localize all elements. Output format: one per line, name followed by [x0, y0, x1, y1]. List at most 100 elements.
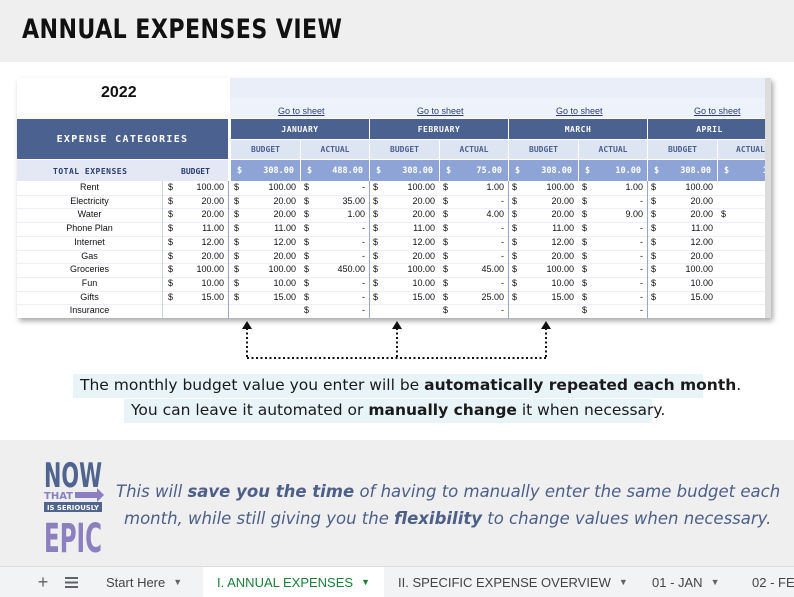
- category-name[interactable]: Rent: [79, 182, 99, 192]
- month-cell[interactable]: $11.00: [369, 223, 439, 236]
- month-cell[interactable]: $25.00: [439, 292, 508, 305]
- month-cell[interactable]: $ -: [439, 278, 508, 291]
- month-cell[interactable]: $20.00: [230, 209, 300, 222]
- month-cell[interactable]: $ -: [300, 292, 369, 305]
- category-name[interactable]: Water: [77, 209, 102, 220]
- tab-specific-expense-overview[interactable]: II. SPECIFIC EXPENSE OVERVIEW ▼: [384, 567, 642, 597]
- month-cell[interactable]: $12.00: [369, 237, 439, 250]
- total-mar-budget[interactable]: $308.00: [508, 160, 578, 181]
- month-cell[interactable]: $ -: [300, 251, 369, 264]
- month-cell[interactable]: $100.00: [369, 182, 439, 195]
- month-cell[interactable]: $20.00: [508, 209, 578, 222]
- month-cell[interactable]: [717, 278, 771, 291]
- month-cell[interactable]: $20.00: [230, 251, 300, 264]
- month-cell[interactable]: $100.00: [230, 264, 300, 277]
- month-cell[interactable]: $ -: [300, 182, 369, 195]
- month-cell[interactable]: $20.00: [369, 196, 439, 209]
- month-cell[interactable]: [717, 305, 771, 318]
- month-cell[interactable]: $ -: [439, 196, 508, 209]
- month-cell[interactable]: [717, 237, 771, 250]
- category-name[interactable]: Gifts: [80, 291, 99, 302]
- month-cell[interactable]: $20.00: [508, 196, 578, 209]
- total-mar-actual[interactable]: $10.00: [578, 160, 647, 181]
- month-cell[interactable]: $10.00: [647, 278, 717, 291]
- month-cell[interactable]: [717, 182, 771, 195]
- month-cell[interactable]: $20.00: [369, 251, 439, 264]
- category-name[interactable]: Fun: [81, 277, 98, 288]
- category-name[interactable]: Insurance: [69, 305, 110, 316]
- budget-cell[interactable]: $100.00: [162, 182, 228, 195]
- month-cell[interactable]: [717, 251, 771, 264]
- total-jan-actual[interactable]: $488.00: [300, 160, 369, 181]
- month-cell[interactable]: $20.00: [230, 196, 300, 209]
- budget-cell[interactable]: $100.00: [162, 264, 228, 277]
- month-cell[interactable]: $ -: [578, 278, 647, 291]
- month-cell[interactable]: $15.00: [647, 292, 717, 305]
- month-cell[interactable]: $20.00: [647, 209, 717, 222]
- month-cell[interactable]: $12.00: [647, 237, 717, 250]
- month-cell[interactable]: $100.00: [508, 264, 578, 277]
- category-name[interactable]: Gas: [81, 250, 98, 261]
- goto-link-march[interactable]: Go to sheet: [556, 106, 603, 116]
- spreadsheet-view[interactable]: 2022 Go to sheet Go to sheet Go to sheet…: [17, 78, 771, 318]
- month-cell[interactable]: $ -: [578, 237, 647, 250]
- month-cell[interactable]: $12.00: [508, 237, 578, 250]
- month-cell[interactable]: $ -: [300, 237, 369, 250]
- month-cell[interactable]: [717, 223, 771, 236]
- category-name[interactable]: Groceries: [69, 264, 109, 275]
- month-cell[interactable]: $ -: [300, 305, 369, 318]
- month-cell[interactable]: $1: [717, 209, 771, 222]
- month-cell[interactable]: $1.00: [578, 182, 647, 195]
- month-cell[interactable]: $11.00: [508, 223, 578, 236]
- month-cell[interactable]: $11.00: [230, 223, 300, 236]
- tab-01-jan[interactable]: 01 - JAN ▼: [638, 567, 734, 597]
- budget-cell[interactable]: $10.00: [162, 278, 228, 291]
- month-cell[interactable]: $ -: [439, 223, 508, 236]
- month-cell[interactable]: $ -: [578, 196, 647, 209]
- month-cell[interactable]: $ -: [578, 264, 647, 277]
- total-feb-budget[interactable]: $308.00: [369, 160, 439, 181]
- month-cell[interactable]: $450.00: [300, 264, 369, 277]
- month-cell[interactable]: $10.00: [508, 278, 578, 291]
- month-cell[interactable]: $12.00: [230, 237, 300, 250]
- month-cell[interactable]: $100.00: [230, 182, 300, 195]
- budget-cell[interactable]: $20.00: [162, 251, 228, 264]
- month-cell[interactable]: $9.00: [578, 209, 647, 222]
- category-name[interactable]: Internet: [74, 236, 105, 247]
- month-cell[interactable]: $100.00: [647, 182, 717, 195]
- month-cell[interactable]: $20.00: [647, 196, 717, 209]
- total-apr-budget[interactable]: $308.00: [647, 160, 717, 181]
- month-cell[interactable]: $ -: [300, 278, 369, 291]
- add-sheet-button[interactable]: +: [34, 567, 52, 597]
- month-cell[interactable]: [717, 264, 771, 277]
- month-cell[interactable]: $ -: [578, 251, 647, 264]
- month-cell[interactable]: $20.00: [647, 251, 717, 264]
- budget-cell[interactable]: $11.00: [162, 223, 228, 236]
- month-cell[interactable]: $100.00: [508, 182, 578, 195]
- month-cell[interactable]: $15.00: [230, 292, 300, 305]
- month-cell[interactable]: [508, 305, 578, 318]
- category-name[interactable]: Phone Plan: [66, 223, 113, 234]
- all-sheets-button[interactable]: [62, 567, 80, 597]
- budget-cell[interactable]: $12.00: [162, 237, 228, 250]
- month-cell[interactable]: $ -: [578, 305, 647, 318]
- month-cell[interactable]: $ -: [300, 223, 369, 236]
- tab-02-feb[interactable]: 02 - FE: [738, 567, 794, 597]
- goto-link-february[interactable]: Go to sheet: [417, 106, 464, 116]
- month-cell[interactable]: [717, 292, 771, 305]
- month-cell[interactable]: $ -: [439, 251, 508, 264]
- total-jan-budget[interactable]: $308.00: [230, 160, 300, 181]
- month-cell[interactable]: $45.00: [439, 264, 508, 277]
- month-cell[interactable]: $35.00: [300, 196, 369, 209]
- month-cell[interactable]: $1.00: [439, 182, 508, 195]
- month-cell[interactable]: $20.00: [508, 251, 578, 264]
- month-cell[interactable]: $ -: [578, 223, 647, 236]
- month-cell[interactable]: $1.00: [300, 209, 369, 222]
- goto-link-january[interactable]: Go to sheet: [278, 106, 325, 116]
- month-cell[interactable]: $15.00: [369, 292, 439, 305]
- total-apr-actual[interactable]: $13: [717, 160, 771, 181]
- budget-cell[interactable]: $15.00: [162, 292, 228, 305]
- month-cell[interactable]: $4.00: [439, 209, 508, 222]
- month-cell[interactable]: $11.00: [647, 223, 717, 236]
- scrollbar[interactable]: [765, 78, 771, 318]
